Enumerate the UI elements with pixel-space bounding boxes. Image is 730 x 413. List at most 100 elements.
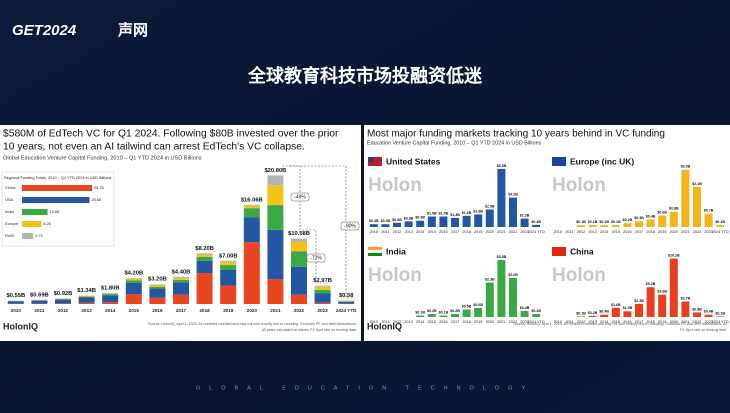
- logo: HolonIQ: [3, 321, 38, 331]
- annotation-box: [306, 253, 326, 263]
- bar-segment: [291, 294, 307, 304]
- x-tick-label: 2024 YTD: [336, 308, 357, 313]
- bar: [716, 316, 725, 317]
- value-label: $3.9B: [657, 290, 667, 294]
- bar: [416, 220, 425, 227]
- bar-segment: [267, 229, 284, 280]
- bar-segment: [291, 266, 307, 295]
- total-label: $10.58B: [288, 231, 310, 237]
- bar-segment: [243, 242, 260, 304]
- x-tick-label: 2019: [658, 320, 666, 324]
- bar-segment: [149, 288, 166, 298]
- x-tick-label: 2022: [693, 320, 701, 324]
- bar: [588, 225, 597, 227]
- value-label: $0.6B: [392, 218, 402, 222]
- bar-segment: [220, 265, 237, 270]
- bar: [22, 221, 42, 227]
- x-tick-label: 2024 YTD: [712, 320, 729, 324]
- x-tick-label: 2014: [600, 230, 608, 234]
- x-tick-label: 2017: [451, 320, 459, 324]
- bar: [623, 223, 632, 227]
- left-subtitle: Global Education Venture Capital Funding…: [3, 155, 202, 161]
- category-label: India: [5, 209, 14, 214]
- right-subtitle: Education Venture Capital Funding, 2010 …: [367, 140, 542, 146]
- watermark: Holon: [368, 265, 422, 286]
- x-tick-label: 2020: [486, 230, 494, 234]
- total-label: $3.20B: [148, 277, 167, 283]
- x-tick-label: 2011: [565, 230, 573, 234]
- value-label: 8.25: [43, 222, 50, 226]
- x-tick-label: 2020: [247, 308, 258, 313]
- bar: [669, 211, 678, 227]
- bar: [462, 215, 471, 227]
- annotation: -72%: [310, 255, 322, 261]
- bar: [658, 294, 667, 317]
- value-label: $2.7B: [681, 296, 691, 300]
- bar: [704, 314, 713, 317]
- x-tick-label: 2022: [693, 230, 701, 234]
- x-tick-label: 2017: [635, 230, 643, 234]
- x-tick-label: 2021: [681, 320, 689, 324]
- value-label: $3.8B: [497, 255, 507, 259]
- bar: [439, 315, 448, 317]
- value-label: 29.78: [94, 186, 104, 190]
- x-tick-label: 2015: [129, 308, 140, 313]
- x-tick-label: 2016: [439, 320, 447, 324]
- left-title: 10 years, not even an AI tailwind can ar…: [3, 142, 305, 153]
- value-label: $0.1B: [611, 220, 621, 224]
- bar-segment: [267, 185, 284, 206]
- x-tick-label: 2020: [486, 320, 494, 324]
- bar: [416, 315, 425, 317]
- bar: [532, 314, 541, 317]
- bar-segment: [196, 260, 213, 274]
- value-label: $0.1B: [715, 220, 725, 224]
- x-tick-label: 2014: [600, 320, 608, 324]
- bar: [485, 282, 494, 317]
- bar-segment: [314, 293, 331, 303]
- x-tick-label: 2010: [554, 320, 562, 324]
- total-label: $0.55B: [6, 293, 25, 299]
- bar: [22, 197, 90, 203]
- bar-segment: [55, 299, 71, 304]
- x-tick-label: 2023: [704, 320, 712, 324]
- bar: [646, 287, 655, 317]
- annotation: -90%: [344, 223, 356, 229]
- value-label: $0.2B: [588, 311, 598, 315]
- total-label: $1.34B: [77, 288, 96, 294]
- x-tick-label: 2010: [370, 230, 378, 234]
- bar-segment: [149, 284, 166, 285]
- x-tick-label: 2011: [565, 320, 573, 324]
- bar-segment: [291, 238, 307, 242]
- x-tick-label: 2016: [623, 230, 631, 234]
- annotation: -49%: [294, 194, 306, 200]
- bar-segment: [173, 282, 189, 295]
- value-label: $0.1B: [415, 310, 425, 314]
- value-label: $0.4B: [599, 310, 609, 314]
- bar-segment: [267, 205, 284, 230]
- bar: [439, 216, 448, 227]
- bar: [497, 260, 506, 317]
- value-label: $0.1B: [576, 220, 586, 224]
- x-tick-label: 2016: [439, 230, 447, 234]
- inset-title: Regional Funding Totals, 2010 – Q1 YTD 2…: [4, 175, 111, 180]
- source: All years calculated at historic FX Spot…: [262, 328, 357, 332]
- x-tick-label: 2019: [658, 230, 666, 234]
- bar-segment: [338, 301, 355, 302]
- bar: [577, 225, 585, 227]
- bar-segment: [220, 285, 237, 304]
- bar: [704, 213, 713, 227]
- value-label: $0.4B: [369, 219, 379, 223]
- x-tick-label: 2018: [646, 320, 654, 324]
- total-label: $20.80B: [264, 168, 286, 174]
- value-label: $0.1B: [576, 311, 586, 315]
- x-tick-label: 2014: [105, 308, 116, 313]
- bar: [509, 278, 517, 317]
- bar-segment: [125, 278, 142, 279]
- bar-segment: [78, 302, 95, 304]
- x-tick-label: 2019: [223, 308, 234, 313]
- market-name: United States: [386, 156, 441, 166]
- value-label: $0.1B: [715, 311, 725, 315]
- bar-segment: [173, 279, 189, 283]
- bar: [600, 225, 609, 227]
- bar: [474, 308, 483, 317]
